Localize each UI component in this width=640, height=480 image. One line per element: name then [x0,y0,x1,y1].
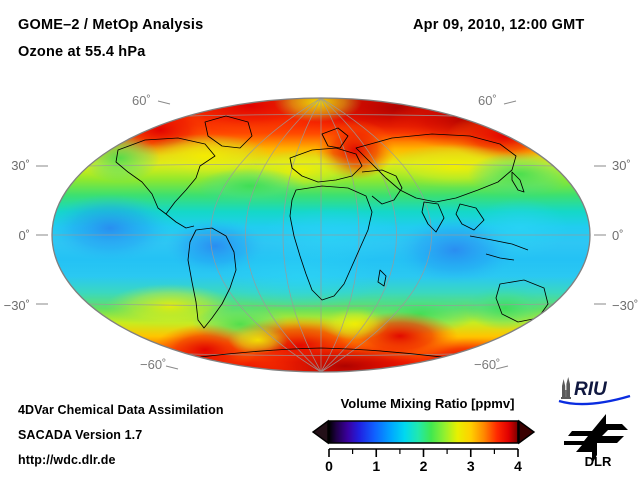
instrument-title: GOME–2 / MetOp Analysis [18,17,204,33]
ozone-map: 60˚ 60˚ −60˚ −60˚ 30˚ 0˚ −30˚ 30˚ 0˚ −30… [0,78,640,388]
colorbar-axis [328,448,519,457]
ozone-field [52,98,590,372]
colorbar-extend-max-arrow [518,419,536,445]
colorbar-svg: 0 1 2 3 4 [311,419,536,474]
riu-logo: RIU [558,377,631,406]
latitude-labels: 60˚ 60˚ −60˚ −60˚ 30˚ 0˚ −30˚ 30˚ 0˚ −30… [4,93,639,372]
lat-label-right-0: 0˚ [612,228,624,243]
lat-label-right-30: 30˚ [612,158,631,173]
colorbar-extend-min-arrow [311,419,329,445]
footer-url-link[interactable]: http://wdc.dlr.de [18,453,116,467]
colorbar-body [328,420,519,444]
coastlines [115,115,569,365]
dlr-wordmark: DLR [585,454,612,468]
lat-label-right-m60: −60˚ [474,357,500,372]
colorbar-title: Volume Mixing Ratio [ppmv] [340,396,515,411]
lat-label-right-m30: −30˚ [612,298,638,313]
footer-method-label: 4DVar Chemical Data Assimilation [18,403,224,417]
graticule [52,98,590,372]
footer-version-label: SACADA Version 1.7 [18,428,143,442]
riu-wordmark: RIU [574,379,608,400]
lat-label-left-30: 30˚ [11,158,30,173]
lat-label-right-60: 60˚ [478,93,497,108]
globe-outline [51,97,591,373]
dlr-logo: DLR [564,414,628,468]
lat-label-left-0: 0˚ [18,228,30,243]
colorbar-tick-2: 2 [420,458,428,474]
colorbar-tick-4: 4 [514,458,522,474]
product-title: Ozone at 55.4 hPa [18,44,146,60]
colorbar-minor-ticks [351,449,495,454]
colorbar: Volume Mixing Ratio [ppmv] [305,396,550,474]
map-svg: 60˚ 60˚ −60˚ −60˚ 30˚ 0˚ −30˚ 30˚ 0˚ −30… [4,93,639,373]
timestamp-label: Apr 09, 2010, 12:00 GMT [413,17,585,33]
lat-label-left-m30: −30˚ [4,298,30,313]
riu-swoosh [558,394,631,406]
cathedral-icon [561,377,571,399]
colorbar-tick-0: 0 [325,458,333,474]
colorbar-tick-1: 1 [372,458,380,474]
colorbar-tick-3: 3 [467,458,475,474]
lat-label-left-m60: −60˚ [140,357,166,372]
dlr-mark-icon [564,414,628,464]
lat-label-left-60: 60˚ [132,93,151,108]
